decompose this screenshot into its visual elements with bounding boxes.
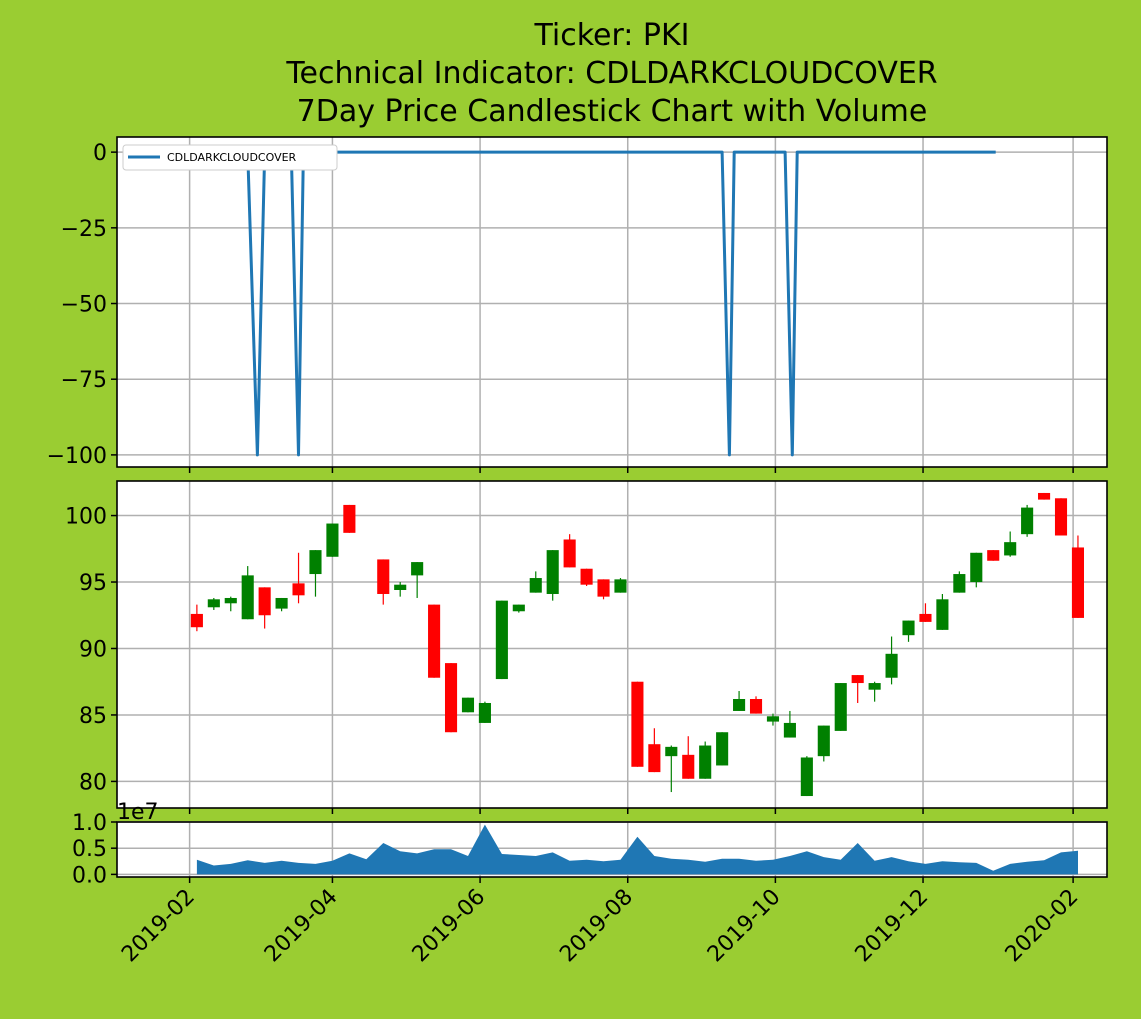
candle-body — [953, 574, 966, 593]
candle-body — [461, 697, 475, 713]
plot-border — [116, 821, 1108, 878]
candle-body — [766, 716, 780, 722]
candle-body — [631, 681, 644, 767]
candle-body — [800, 757, 813, 797]
y-tick-label: 80 — [79, 770, 107, 795]
candle-body — [495, 600, 508, 680]
legend-box — [122, 144, 338, 171]
candle-body — [428, 604, 441, 678]
plot-border — [116, 136, 1108, 468]
candle-body — [309, 550, 322, 575]
y-tick-label: 0.0 — [72, 863, 107, 888]
candle-body — [987, 550, 1000, 561]
candle-body — [885, 653, 898, 678]
candle-body — [563, 539, 576, 568]
candle-body — [970, 552, 983, 583]
candle-body — [699, 745, 712, 779]
candle-body — [868, 683, 881, 690]
candle-body — [207, 599, 220, 608]
candle-body — [394, 584, 407, 590]
plot-area — [117, 137, 1107, 467]
candle-body — [1054, 498, 1068, 536]
candle-body — [682, 754, 695, 779]
candle-body — [834, 683, 847, 731]
y-tick-label: 85 — [79, 704, 107, 729]
candle-body — [292, 583, 305, 596]
candle-body — [733, 699, 746, 711]
plot-area — [117, 481, 1107, 808]
candle-body — [1038, 492, 1051, 500]
plot-border — [116, 480, 1108, 809]
candle-body — [326, 523, 339, 557]
y-tick-label: −25 — [61, 217, 107, 242]
candle-body — [241, 575, 254, 620]
volume-scale-label: 1e7 — [117, 800, 159, 825]
y-tick-label: 90 — [79, 637, 107, 662]
candle-body — [411, 562, 424, 576]
candle-body — [478, 702, 491, 723]
y-tick-label: 95 — [79, 571, 107, 596]
candle-body — [512, 604, 525, 612]
candle-body — [783, 722, 796, 738]
y-tick-label: 100 — [65, 505, 107, 530]
candle-body — [614, 579, 627, 593]
candle-body — [851, 675, 864, 684]
price-panel: 80 85 90 95 100 — [65, 480, 1108, 814]
candle-body — [444, 663, 458, 733]
chart-title-line3: 7Day Price Candlestick Chart with Volume — [297, 94, 928, 129]
chart-title-line2: Technical Indicator: CDLDARKCLOUDCOVER — [285, 56, 937, 91]
candle-body — [665, 746, 678, 757]
candle-body — [648, 744, 661, 773]
candle-body — [190, 613, 203, 628]
candle-body — [817, 725, 830, 757]
candle-body — [919, 613, 932, 622]
candle-body — [1071, 547, 1085, 618]
y-tick-label: −100 — [47, 444, 107, 469]
chart-title-line1: Ticker: PKI — [533, 18, 689, 53]
candle-body — [343, 504, 356, 533]
y-tick-label: −75 — [61, 368, 107, 393]
candle-body — [377, 559, 390, 594]
legend-label: CDLDARKCLOUDCOVER — [167, 151, 297, 164]
candle-body — [258, 587, 271, 616]
candle-body — [1004, 542, 1017, 556]
y-tick-label: −50 — [61, 293, 107, 318]
candle-body — [716, 732, 729, 766]
candle-body — [936, 599, 949, 630]
candle-body — [749, 699, 763, 714]
candle-body — [529, 578, 542, 593]
candle-body — [902, 620, 915, 636]
indicator-line — [189, 150, 996, 457]
volume-panel: 0.00.51.0 1e7 — [72, 800, 1108, 888]
indicator-panel: 0 −25 −50 −75 −100 CDLDARKCLOUDCOVER — [47, 136, 1108, 473]
candle-body — [275, 597, 288, 609]
y-tick-label: 1.0 — [72, 811, 107, 836]
candle-body — [546, 550, 559, 594]
candle-body — [1021, 507, 1034, 535]
legend: CDLDARKCLOUDCOVER — [122, 144, 338, 171]
candle-body — [224, 597, 237, 604]
candle-body — [597, 579, 610, 597]
y-tick-label: 0.5 — [72, 837, 107, 862]
candle-body — [580, 568, 593, 585]
volume-area — [196, 824, 1078, 875]
y-tick-label: 0 — [93, 141, 107, 166]
